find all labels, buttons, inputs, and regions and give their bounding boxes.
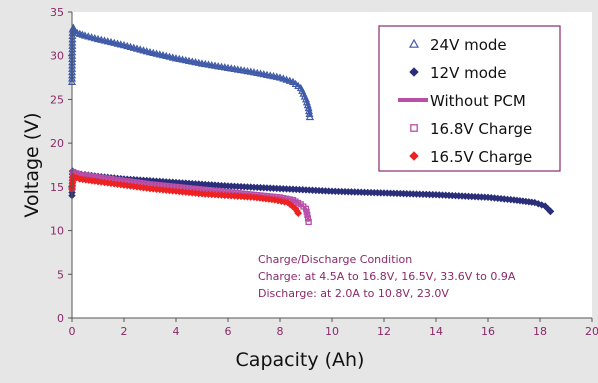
y-tick-label: 0	[57, 312, 64, 325]
y-tick-label: 25	[50, 93, 64, 106]
legend-label: 16.5V Charge	[430, 148, 532, 166]
legend-label: 24V mode	[430, 36, 507, 54]
x-tick-label: 6	[225, 325, 232, 338]
legend-label: Without PCM	[430, 92, 526, 110]
y-tick-label: 35	[50, 6, 64, 19]
legend: 24V mode 12V mode Without PCM 16.8V Charge 1…	[379, 26, 560, 171]
x-tick-label: 18	[533, 325, 547, 338]
x-tick-label: 0	[69, 325, 76, 338]
y-tick-label: 15	[50, 181, 64, 194]
y-tick-label: 20	[50, 137, 64, 150]
x-tick-label: 14	[429, 325, 443, 338]
x-tick-label: 8	[277, 325, 284, 338]
x-tick-label: 20	[585, 325, 598, 338]
x-tick-label: 4	[173, 325, 180, 338]
x-tick-label: 10	[325, 325, 339, 338]
y-tick-label: 5	[57, 268, 64, 281]
annotation-line-1: Charge/Discharge Condition	[258, 253, 412, 266]
annotation-line-3: Discharge: at 2.0A to 10.8V, 23.0V	[258, 287, 449, 300]
annotation-line-2: Charge: at 4.5A to 16.8V, 16.5V, 33.6V t…	[258, 270, 516, 283]
y-axis-label: Voltage (V)	[21, 112, 43, 217]
annotation-box: Charge/Discharge Condition Charge: at 4.…	[251, 244, 569, 300]
legend-label: 12V mode	[430, 64, 507, 82]
legend-item: 16.8V Charge	[411, 120, 532, 138]
x-tick-label: 16	[481, 325, 495, 338]
x-tick-label: 12	[377, 325, 391, 338]
legend-label: 16.8V Charge	[430, 120, 532, 138]
x-axis-label: Capacity (Ah)	[236, 349, 365, 371]
y-tick-label: 30	[50, 50, 64, 63]
x-tick-label: 2	[121, 325, 128, 338]
y-tick-label: 10	[50, 225, 64, 238]
